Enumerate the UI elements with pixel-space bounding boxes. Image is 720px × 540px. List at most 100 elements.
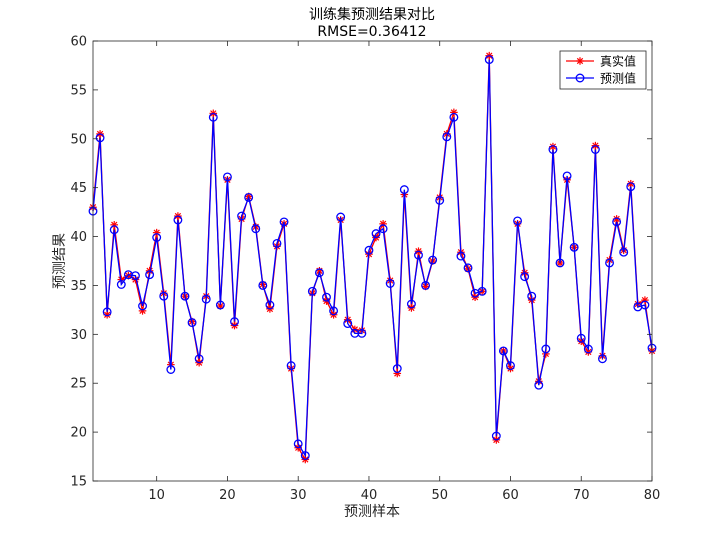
data-point-predicted-value	[145, 270, 155, 280]
data-point-predicted-value	[364, 245, 374, 255]
data-point-predicted-value	[406, 299, 416, 309]
chart-subtitle: RMSE=0.36412	[317, 24, 426, 40]
data-point-predicted-value	[251, 224, 261, 234]
data-point-predicted-value	[442, 132, 452, 142]
data-point-predicted-value	[173, 215, 183, 225]
data-point-predicted-value	[378, 224, 388, 234]
data-point-predicted-value	[576, 333, 586, 343]
data-point-predicted-value	[456, 251, 466, 261]
data-point-predicted-value	[265, 300, 275, 310]
chart-title: 训练集预测结果对比	[309, 6, 435, 23]
legend-label-predicted-value: 预测值	[600, 71, 636, 86]
data-point-predicted-value	[244, 192, 254, 202]
data-point-predicted-value	[562, 171, 572, 181]
data-point-predicted-value	[449, 112, 459, 122]
data-point-predicted-value	[286, 361, 296, 371]
data-point-predicted-value	[605, 258, 614, 268]
data-point-predicted-value	[491, 431, 501, 441]
data-point-predicted-value	[399, 185, 409, 195]
data-point-predicted-value	[421, 280, 431, 290]
data-point-predicted-value	[371, 229, 381, 239]
data-point-predicted-value	[569, 242, 579, 252]
data-point-predicted-value	[279, 217, 289, 227]
data-point-predicted-value	[612, 217, 622, 227]
data-point-predicted-value	[194, 354, 204, 364]
data-point-predicted-value	[548, 145, 558, 154]
data-point-predicted-value	[116, 280, 126, 289]
y-tick-label: 40	[70, 230, 87, 245]
data-point-predicted-value	[435, 195, 445, 205]
data-point-predicted-value	[215, 300, 225, 310]
data-point-predicted-value	[527, 291, 537, 301]
axes-layer: 10 20 30 40 50 60 70 80 15 20 25 30 35 40 45 50 55 60	[70, 35, 660, 504]
data-point-predicted-value	[506, 361, 515, 371]
legend-item-true-value: 真实值	[566, 54, 636, 69]
data-point-predicted-value	[428, 255, 438, 265]
y-tick-label: 50	[70, 132, 87, 147]
data-point-predicted-value	[392, 364, 402, 374]
data-point-predicted-value	[590, 145, 600, 154]
legend-marker-predicted-value	[575, 73, 585, 83]
x-tick-label: 60	[502, 488, 519, 503]
y-tick-label: 60	[70, 35, 87, 50]
legend-item-predicted-value: 预测值	[566, 71, 636, 86]
data-point-predicted-value	[102, 307, 112, 317]
data-point-predicted-value	[159, 291, 169, 301]
y-tick-label: 25	[70, 377, 87, 392]
data-point-predicted-value	[534, 380, 544, 390]
data-point-predicted-value	[237, 211, 247, 221]
data-point-predicted-value	[109, 225, 119, 235]
data-point-predicted-value	[343, 319, 353, 329]
data-point-predicted-value	[152, 233, 162, 242]
data-point-predicted-value	[166, 365, 176, 374]
data-point-predicted-value	[541, 344, 551, 354]
y-tick-label: 45	[70, 181, 87, 196]
data-point-predicted-value	[498, 346, 508, 356]
data-point-predicted-value	[95, 133, 105, 143]
data-point-predicted-value	[293, 439, 303, 449]
data-point-predicted-value	[307, 286, 317, 296]
y-tick-label: 15	[70, 475, 87, 490]
data-point-predicted-value	[463, 263, 473, 273]
data-point-predicted-value	[484, 55, 494, 65]
data-point-predicted-value	[583, 344, 593, 354]
legend-marker-true-value	[576, 57, 584, 65]
data-point-predicted-value	[513, 216, 523, 226]
series-predicted-value	[88, 55, 657, 461]
y-axis-label: 预测结果	[52, 233, 68, 289]
data-point-predicted-value	[598, 354, 607, 364]
data-point-predicted-value	[131, 271, 140, 281]
data-point-predicted-value	[626, 182, 636, 192]
x-axis-label: 预测样本	[344, 504, 400, 520]
data-point-predicted-value	[640, 300, 650, 310]
data-point-predicted-value	[385, 279, 395, 288]
legend-box	[559, 50, 647, 90]
plot-area	[93, 41, 652, 481]
x-tick-label: 40	[361, 488, 378, 503]
data-point-predicted-value	[208, 112, 218, 122]
data-point-predicted-value	[222, 172, 232, 182]
series-layer	[88, 51, 657, 464]
data-point-predicted-value	[619, 247, 629, 257]
data-point-predicted-value	[300, 451, 310, 461]
data-point-predicted-value	[477, 286, 487, 296]
data-point-predicted-value	[555, 258, 565, 268]
data-point-predicted-value	[414, 250, 423, 260]
data-point-predicted-value	[138, 301, 147, 311]
y-tick-label: 20	[70, 426, 87, 441]
series-line-predicted-value	[92, 59, 653, 458]
data-point-predicted-value	[187, 318, 197, 328]
data-point-predicted-value	[329, 306, 339, 316]
data-point-predicted-value	[180, 291, 190, 301]
y-tick-label: 55	[70, 83, 87, 98]
data-point-predicted-value	[272, 238, 282, 248]
data-point-predicted-value	[520, 272, 530, 282]
axes-box	[92, 40, 653, 482]
x-tick-label: 30	[290, 488, 307, 503]
data-point-predicted-value	[357, 328, 367, 338]
data-point-predicted-value	[322, 292, 331, 302]
data-point-predicted-value	[336, 212, 346, 222]
data-point-predicted-value	[258, 280, 268, 290]
